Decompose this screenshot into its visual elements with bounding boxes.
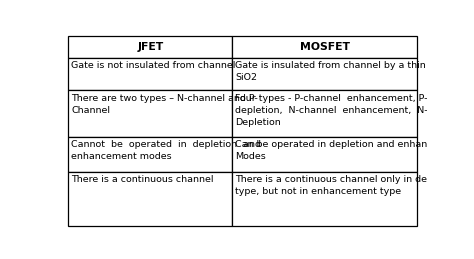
Text: JFET: JFET [137,42,164,52]
Bar [232,36,418,58]
Bar [68,58,232,90]
Bar [232,90,418,137]
Bar [68,36,232,58]
Text: Gate is insulated from channel by a thin layer of
SiO2: Gate is insulated from channel by a thin… [236,61,465,82]
Text: There is a continuous channel: There is a continuous channel [72,175,214,184]
Bar [68,172,232,226]
Bar [232,172,418,226]
Text: There are two types – N-channel and P-
Channel: There are two types – N-channel and P- C… [72,94,258,115]
Bar [68,137,232,172]
Bar [68,90,232,137]
Text: Can be operated in depletion and enhancement
Modes: Can be operated in depletion and enhance… [236,140,464,161]
Bar [232,137,418,172]
Text: MOSFET: MOSFET [300,42,350,52]
Text: There is a continuous channel only in depletion
type, but not in enhancement typ: There is a continuous channel only in de… [236,175,460,197]
Text: Four types - P-channel  enhancement, P-channel
depletion,  N-channel  enhancemen: Four types - P-channel enhancement, P-ch… [236,94,465,127]
Bar [232,58,418,90]
Text: Cannot  be  operated  in  depletion  and
enhancement modes: Cannot be operated in depletion and enha… [72,140,261,161]
Text: Gate is not insulated from channel: Gate is not insulated from channel [72,61,236,70]
